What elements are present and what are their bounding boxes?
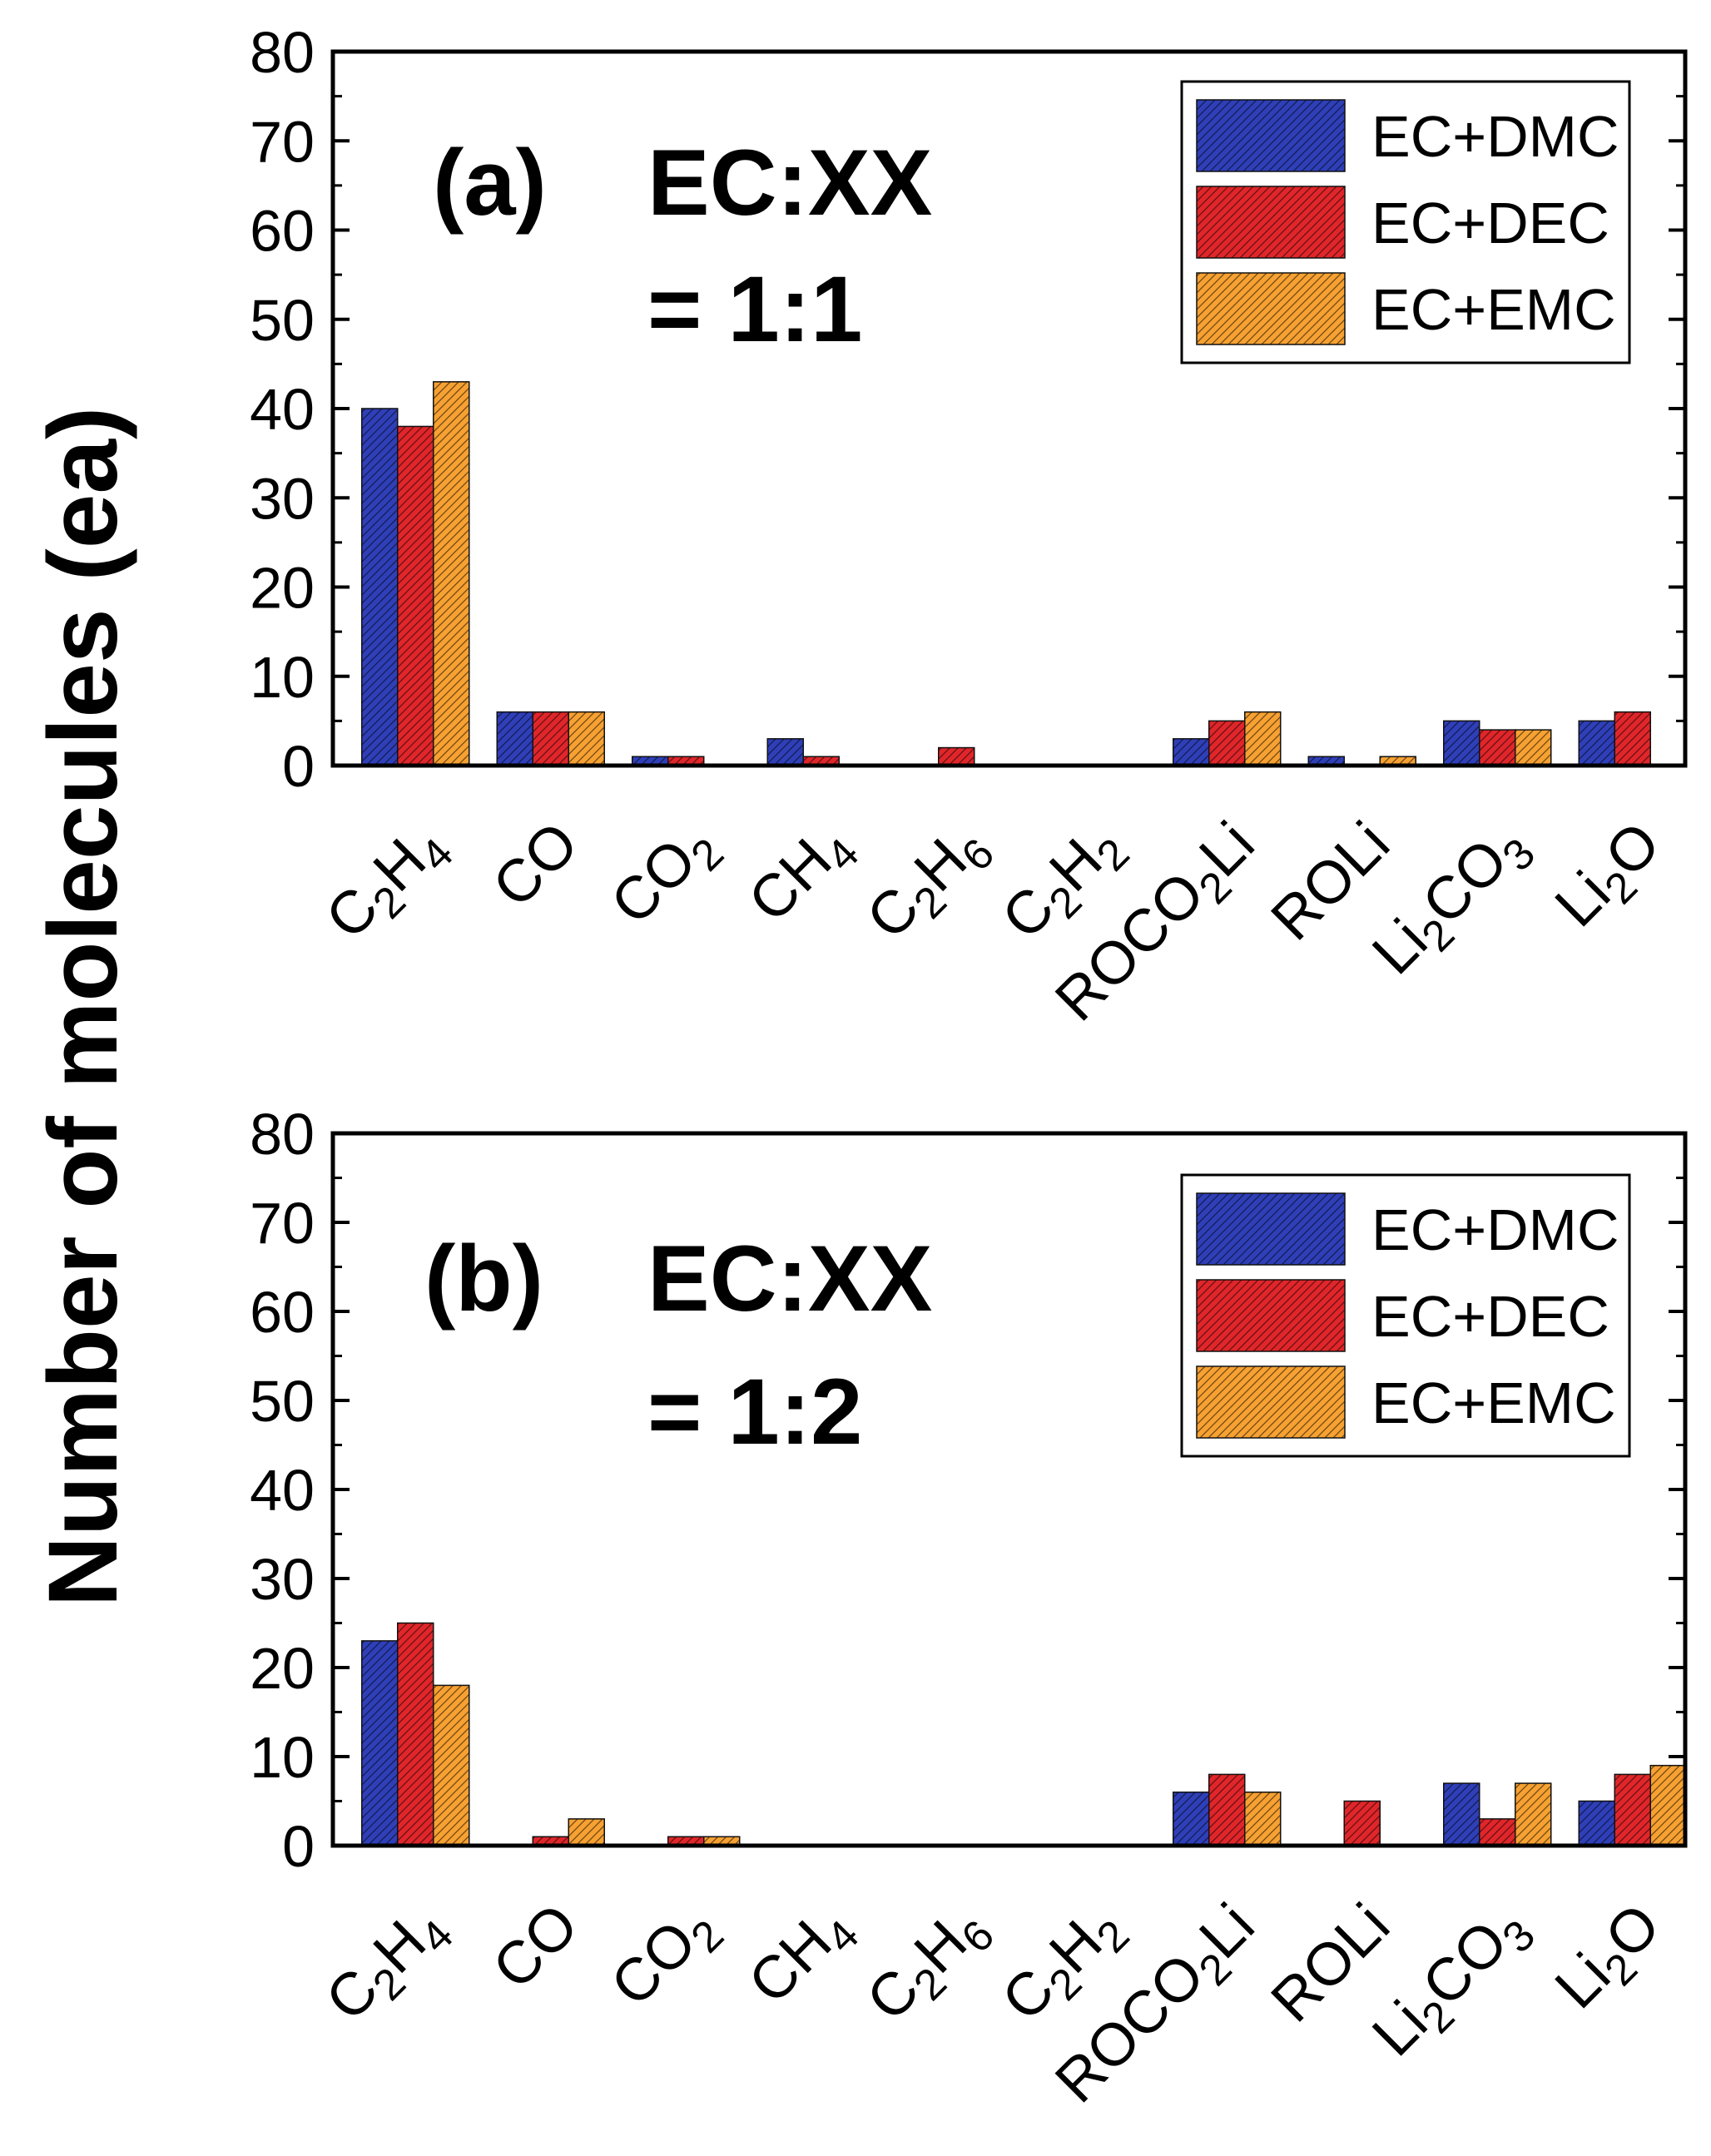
bar-ec-dec-roco2li: [1208, 1773, 1246, 1846]
x-tick-label: CO: [480, 810, 591, 920]
legend-swatch-ec-dmc: [1196, 1192, 1346, 1266]
bar-ec-emc-co: [568, 1818, 605, 1846]
y-tick-label: 60: [250, 1280, 315, 1345]
annotation-ratio-value: = 1:1: [647, 257, 862, 361]
bar-ec-emc-c2h4: [433, 381, 470, 766]
bar-ec-emc-co: [568, 711, 605, 766]
legend-swatch-ec-dmc: [1196, 99, 1346, 172]
annotation-ratio-value: = 1:2: [647, 1360, 862, 1464]
y-tick-label: 40: [250, 377, 315, 442]
x-tick-label: C2​H4​: [314, 1891, 463, 2040]
bar-ec-emc-li2co3: [1515, 729, 1552, 766]
annotation-ratio-label: EC:XX: [647, 1227, 932, 1331]
x-tick-label: CO: [480, 1891, 591, 2002]
legend: EC+DMC EC+DEC EC+EMC: [1180, 1173, 1631, 1458]
bar-ec-dmc-c2h4: [361, 1640, 399, 1846]
y-tick-label: 10: [250, 1725, 315, 1790]
x-tick-label: C2​H4​: [314, 810, 463, 959]
legend-label: EC+DEC: [1371, 1284, 1609, 1349]
y-tick-label: 20: [250, 556, 315, 621]
y-tick-label: 70: [250, 1191, 315, 1256]
plot-frame: [330, 49, 1688, 768]
legend: EC+DMC EC+DEC EC+EMC: [1180, 80, 1631, 364]
bar-ec-dec-c2h6: [938, 746, 975, 766]
legend-label: EC+EMC: [1371, 1370, 1616, 1435]
y-tick-label: 50: [250, 1369, 315, 1434]
bar-ec-dec-roli: [1343, 1800, 1381, 1846]
bar-ec-dec-li2o: [1614, 1773, 1651, 1846]
bar-ec-dec-roco2li: [1208, 720, 1246, 766]
legend-label: EC+DMC: [1371, 104, 1619, 169]
bar-ec-dec-c2h4: [397, 425, 434, 766]
bar-ec-emc-li2co3: [1515, 1782, 1552, 1846]
annotation-ratio-label: EC:XX: [647, 131, 932, 235]
y-tick-label: 30: [250, 1547, 315, 1612]
bar-ec-dmc-c2h4: [361, 408, 399, 766]
bar-ec-dec-co: [532, 711, 569, 766]
bar-ec-dmc-roco2li: [1173, 738, 1210, 766]
x-tick-label: Li2​O: [1543, 810, 1680, 947]
bar-ec-emc-li2o: [1649, 1764, 1687, 1846]
panel-label: (a): [433, 131, 547, 235]
y-tick-label: 50: [250, 288, 315, 353]
y-tick-label: 70: [250, 109, 315, 174]
legend-label: EC+DEC: [1371, 191, 1609, 255]
bar-ec-dmc-li2o: [1578, 1800, 1615, 1846]
bar-ec-emc-roco2li: [1244, 1792, 1282, 1846]
legend-swatch-ec-dec: [1196, 1279, 1346, 1352]
legend-swatch-ec-emc: [1196, 272, 1346, 345]
y-tick-label: 30: [250, 466, 315, 531]
x-tick-label: Li2​CO3​: [1360, 810, 1545, 994]
x-tick-label: Li2​CO3​: [1360, 1891, 1545, 2076]
bar-ec-dmc-li2o: [1578, 720, 1615, 766]
bar-ec-emc-c2h4: [433, 1684, 470, 1846]
y-tick-label: 60: [250, 199, 315, 264]
bar-ec-dmc-co: [496, 711, 533, 766]
panel-label: (b): [424, 1227, 543, 1331]
y-tick-label: 20: [250, 1636, 315, 1701]
x-tick-label: CO2​: [598, 810, 733, 944]
bar-ec-emc-roco2li: [1244, 711, 1282, 766]
bar-ec-dec-c2h4: [397, 1622, 434, 1846]
bar-ec-dmc-roco2li: [1173, 1792, 1210, 1846]
y-tick-label: 0: [282, 1814, 315, 1879]
bar-ec-dmc-li2co3: [1443, 720, 1480, 766]
legend-swatch-ec-dec: [1196, 186, 1346, 259]
y-tick-label: 10: [250, 645, 315, 710]
y-tick-label: 80: [250, 1102, 315, 1167]
bar-ec-dmc-li2co3: [1443, 1782, 1480, 1846]
y-tick-label: 0: [282, 734, 315, 799]
x-tick-label: C2​H6​: [855, 810, 1004, 959]
bar-ec-dmc-ch4: [766, 738, 804, 766]
x-tick-label: CO2​: [598, 1891, 733, 2026]
x-tick-label: Li2​O: [1543, 1891, 1680, 2029]
x-tick-label: C2​H6​: [855, 1891, 1004, 2040]
x-tick-label: CH4​: [736, 1891, 869, 2024]
bar-ec-dec-li2co3: [1479, 1818, 1516, 1846]
bar-ec-dec-li2o: [1614, 711, 1651, 766]
plot-frame: [330, 1131, 1688, 1848]
legend-label: EC+EMC: [1371, 277, 1616, 342]
y-axis-label: Number of molecules (ea): [28, 407, 138, 1608]
x-tick-label: CH4​: [736, 810, 869, 942]
y-tick-label: 80: [250, 20, 315, 85]
y-tick-label: 40: [250, 1458, 315, 1523]
legend-label: EC+DMC: [1371, 1197, 1619, 1262]
bar-ec-dec-li2co3: [1479, 729, 1516, 766]
legend-swatch-ec-emc: [1196, 1365, 1346, 1439]
